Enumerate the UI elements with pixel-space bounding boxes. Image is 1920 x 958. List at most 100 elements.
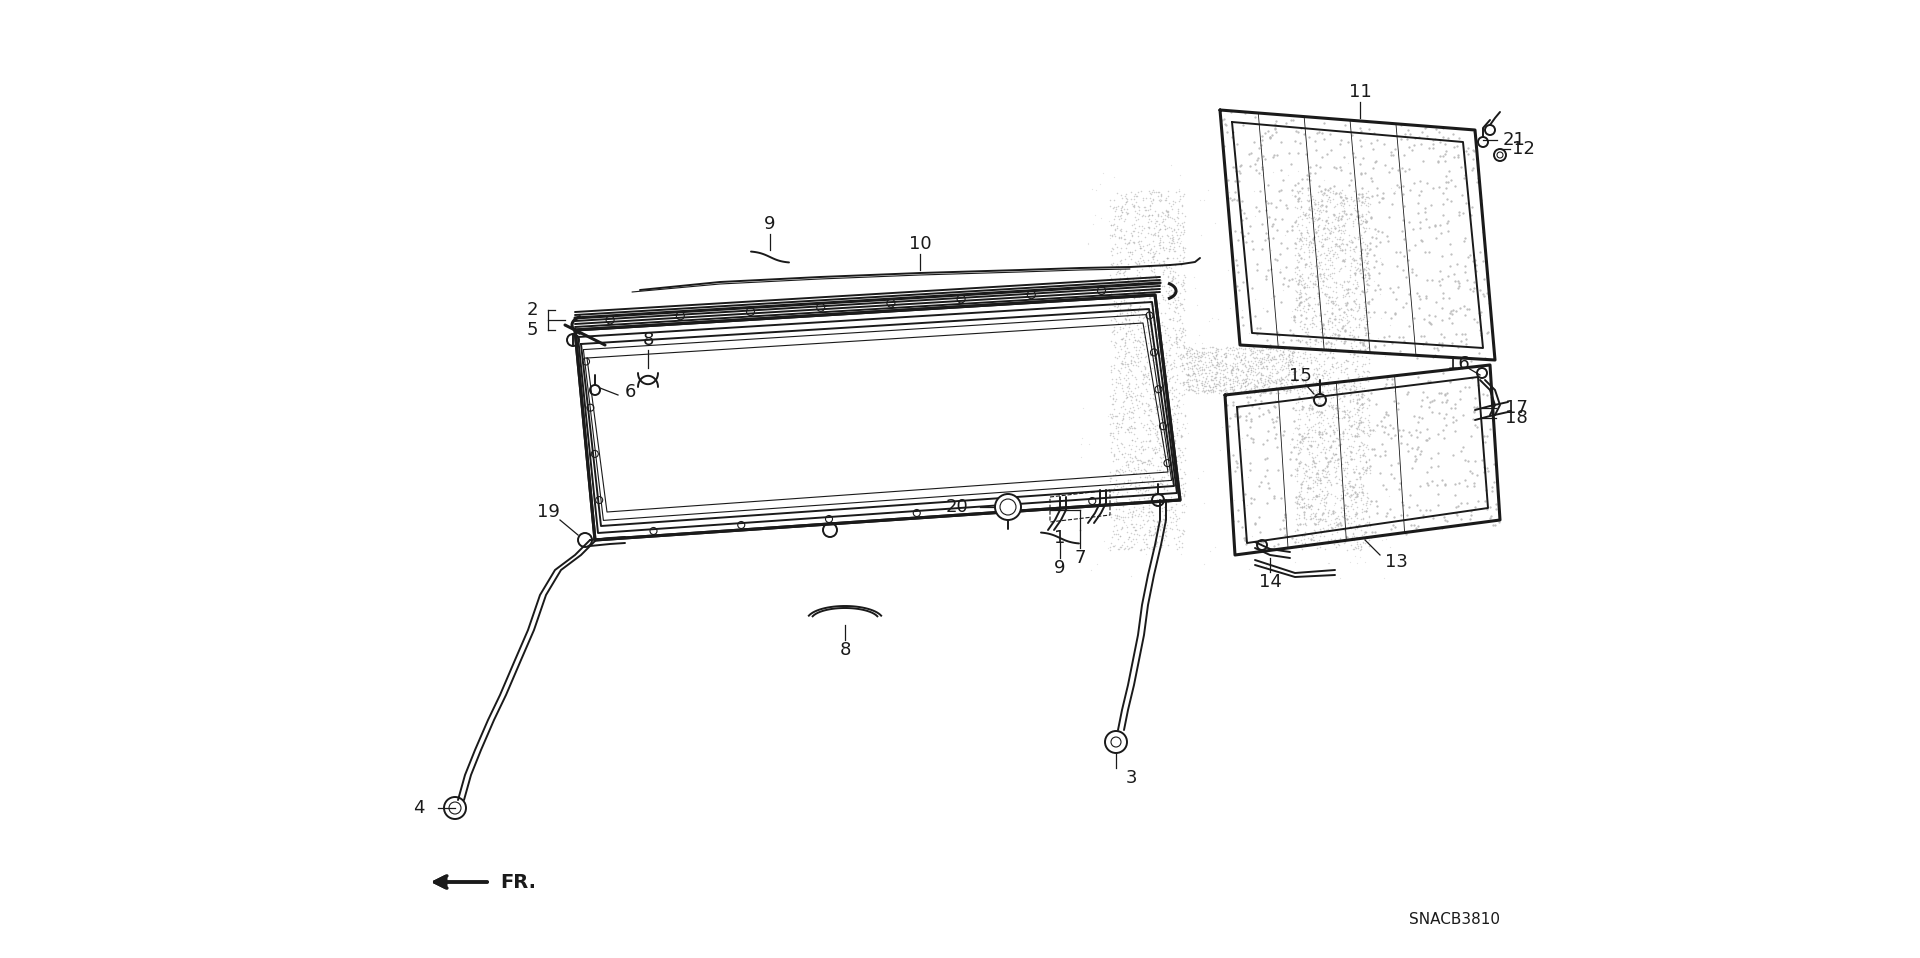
Point [1104, 363, 1135, 378]
Point [1158, 284, 1188, 299]
Point [1321, 332, 1352, 348]
Point [1148, 532, 1179, 547]
Point [1321, 490, 1352, 505]
Point [1108, 306, 1139, 321]
Point [1221, 347, 1252, 362]
Point [1315, 428, 1346, 444]
Point [1131, 469, 1162, 485]
Point [1096, 407, 1127, 422]
Point [1281, 402, 1311, 418]
Point [1148, 418, 1179, 433]
Point [1114, 248, 1144, 263]
Point [1338, 330, 1369, 345]
Point [1238, 364, 1269, 379]
Point [1346, 334, 1377, 350]
Point [1375, 180, 1405, 195]
Point [1256, 369, 1286, 384]
Point [1352, 391, 1382, 406]
Point [1110, 334, 1140, 350]
Point [1236, 347, 1267, 362]
Point [1340, 300, 1371, 315]
Point [1263, 336, 1294, 352]
Point [1152, 417, 1183, 432]
Point [1296, 388, 1327, 403]
Point [1116, 389, 1146, 404]
Point [1169, 283, 1200, 298]
Point [1327, 198, 1357, 214]
Point [1281, 237, 1311, 252]
Point [1327, 218, 1357, 234]
Point [1215, 363, 1246, 378]
Point [1123, 202, 1154, 217]
Point [1323, 519, 1354, 535]
Point [1123, 307, 1154, 322]
Point [1169, 505, 1200, 520]
Point [1336, 498, 1367, 513]
Point [1116, 192, 1146, 207]
Point [1196, 371, 1227, 386]
Point [1317, 398, 1348, 413]
Point [1139, 193, 1169, 208]
Point [1125, 240, 1156, 255]
Point [1319, 469, 1350, 485]
Point [1315, 532, 1346, 547]
Point [1139, 526, 1169, 541]
Point [1114, 300, 1144, 315]
Point [1350, 555, 1380, 570]
Point [1127, 363, 1158, 378]
Point [1246, 370, 1277, 385]
Point [1298, 532, 1329, 547]
Point [1308, 284, 1338, 299]
Point [1117, 532, 1148, 547]
Point [1198, 384, 1229, 399]
Point [1150, 293, 1181, 308]
Point [1309, 354, 1340, 369]
Point [1119, 198, 1150, 214]
Point [1190, 373, 1221, 388]
Point [1125, 334, 1156, 350]
Point [1331, 488, 1361, 503]
Point [1106, 188, 1137, 203]
Point [1112, 312, 1142, 328]
Point [1112, 355, 1142, 371]
Point [1315, 361, 1346, 376]
Point [1133, 317, 1164, 332]
Point [1260, 343, 1290, 358]
Point [1267, 376, 1298, 391]
Point [1167, 526, 1198, 541]
Point [1156, 356, 1187, 372]
Point [1206, 348, 1236, 363]
Point [1313, 504, 1344, 519]
Point [1114, 400, 1144, 416]
Point [1338, 391, 1369, 406]
Point [1133, 207, 1164, 222]
Point [1240, 385, 1271, 400]
Point [1296, 419, 1327, 434]
Point [1284, 286, 1315, 302]
Point [1112, 505, 1142, 520]
Point [1281, 402, 1311, 418]
Point [1352, 517, 1382, 533]
Point [1225, 380, 1256, 396]
Point [1308, 522, 1338, 537]
Point [1117, 488, 1148, 503]
Point [1300, 353, 1331, 368]
Point [1146, 204, 1177, 219]
Point [1281, 493, 1311, 509]
Point [1313, 456, 1344, 471]
Point [1167, 348, 1198, 363]
Point [1325, 189, 1356, 204]
Point [1354, 261, 1384, 276]
Point [1188, 340, 1219, 355]
Point [1244, 354, 1275, 370]
Point [1116, 362, 1146, 377]
Point [1246, 360, 1277, 376]
Point [1306, 445, 1336, 460]
Point [1275, 347, 1306, 362]
Point [1327, 379, 1357, 395]
Point [1281, 274, 1311, 289]
Point [1119, 354, 1150, 369]
Point [1277, 309, 1308, 325]
Point [1098, 538, 1129, 554]
Point [1329, 223, 1359, 239]
